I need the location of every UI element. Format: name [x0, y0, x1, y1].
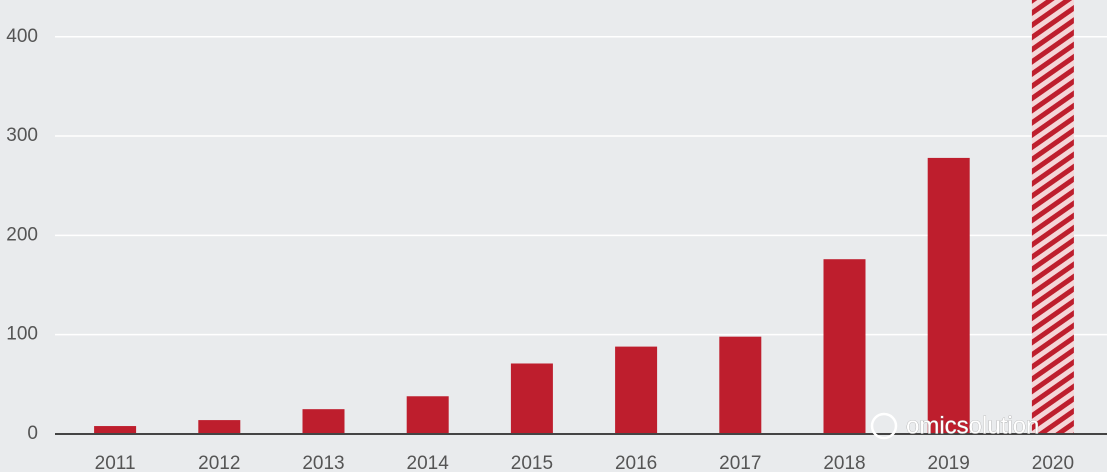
watermark: omicsolution	[906, 412, 1039, 439]
x-tick-label: 2017	[719, 453, 761, 472]
y-tick-label: 300	[6, 125, 38, 146]
bar	[719, 336, 762, 434]
bar	[1031, 0, 1074, 434]
bar	[823, 259, 866, 434]
y-tick-label: 200	[6, 224, 38, 245]
x-tick-label: 2013	[302, 453, 344, 472]
x-tick-label: 2019	[928, 453, 970, 472]
y-tick-label: 0	[27, 423, 38, 444]
bar	[510, 363, 553, 434]
x-tick-label: 2011	[95, 453, 136, 472]
bar	[198, 420, 241, 434]
x-tick-label: 2015	[511, 453, 553, 472]
x-tick-label: 2012	[198, 453, 240, 472]
x-tick-label: 2016	[615, 453, 657, 472]
bar	[615, 346, 658, 434]
watermark-icon	[870, 412, 898, 440]
x-tick-label: 2014	[407, 453, 450, 472]
bar	[927, 157, 970, 435]
y-tick-label: 100	[6, 324, 38, 345]
x-tick-label: 2020	[1032, 453, 1074, 472]
bar	[302, 409, 345, 434]
bar	[406, 396, 449, 434]
y-tick-label: 400	[6, 26, 38, 47]
x-tick-label: 2018	[823, 453, 865, 472]
bar	[94, 426, 137, 434]
